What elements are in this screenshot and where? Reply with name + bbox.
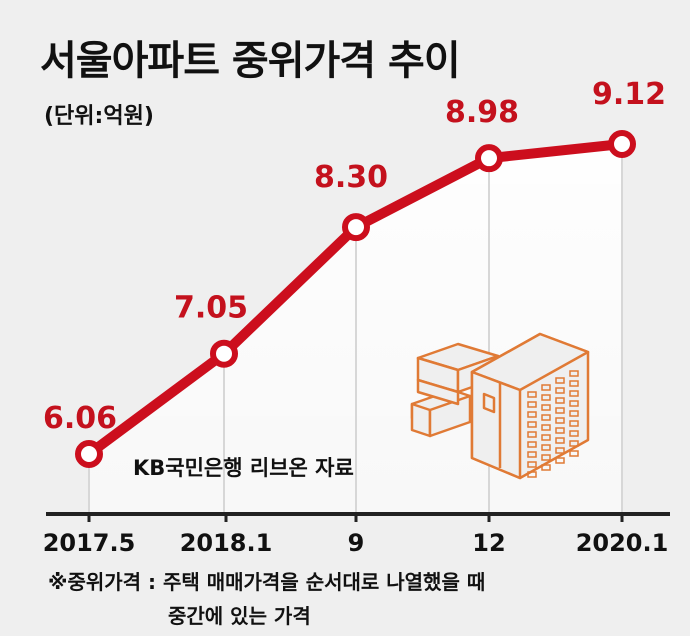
x-tick-label-2: 9 — [348, 529, 365, 557]
tower-window — [541, 454, 551, 461]
footnote-line-1: ※중위가격 : 주택 매매가격을 순서대로 나열했을 때 — [48, 570, 486, 594]
value-label-0: 6.06 — [43, 401, 117, 436]
data-point-1 — [210, 339, 238, 368]
tower-window — [555, 387, 565, 394]
apartment-building-icon — [410, 332, 590, 480]
chart-title: 서울아파트 중위가격 추이 — [40, 38, 461, 84]
x-tick-label-1: 2018.1 — [180, 529, 273, 557]
tower-window — [555, 457, 565, 464]
tower-window — [527, 471, 537, 478]
tower-window — [541, 424, 551, 431]
tower-window — [555, 407, 565, 414]
tower-window — [541, 444, 551, 451]
tower-window — [569, 390, 579, 397]
value-label-2: 8.30 — [314, 160, 388, 195]
data-point-3 — [475, 144, 503, 173]
tower-window — [555, 427, 565, 434]
tower-window — [569, 380, 579, 387]
tower-window — [527, 451, 537, 458]
tower-left-face — [470, 370, 522, 480]
block-1-base — [416, 378, 460, 406]
tower-window — [555, 447, 565, 454]
unit-label: (단위:억원) — [44, 104, 154, 129]
tower-window — [569, 450, 579, 457]
x-tick-label-0: 2017.5 — [43, 529, 136, 557]
x-tick-label-4: 2020.1 — [576, 529, 669, 557]
tower-window — [569, 410, 579, 417]
tower-window — [527, 441, 537, 448]
tower-window — [541, 404, 551, 411]
x-tick-label-3: 12 — [472, 529, 505, 557]
tower-window — [555, 437, 565, 444]
tower-window — [527, 401, 537, 408]
footnote-line-2: 중간에 있는 가격 — [168, 604, 311, 628]
data-point-4 — [608, 130, 636, 158]
tower-window — [541, 434, 551, 441]
tower-window — [569, 420, 579, 427]
value-label-1: 7.05 — [174, 291, 248, 326]
tower-window — [569, 400, 579, 407]
value-label-4: 9.12 — [592, 77, 666, 112]
value-label-3: 8.98 — [445, 95, 519, 130]
tower-window — [569, 440, 579, 447]
tower-window — [527, 411, 537, 418]
tower-window-left — [482, 392, 496, 414]
source-label: KB국민은행 리브온 자료 — [133, 456, 354, 480]
tower-window — [541, 394, 551, 401]
tower-window — [569, 370, 579, 377]
tower-window — [555, 417, 565, 424]
tower-window — [555, 377, 565, 384]
tower-window — [555, 397, 565, 404]
tower-window — [541, 464, 551, 471]
block-2-left — [410, 402, 432, 438]
tower-window — [527, 461, 537, 468]
data-point-0 — [75, 440, 103, 468]
tower-window — [541, 414, 551, 421]
tower-window — [527, 431, 537, 438]
data-point-2 — [342, 213, 370, 242]
tower-window — [527, 391, 537, 398]
tower-window — [541, 384, 551, 391]
tower-window — [569, 430, 579, 437]
tower-window — [527, 421, 537, 428]
